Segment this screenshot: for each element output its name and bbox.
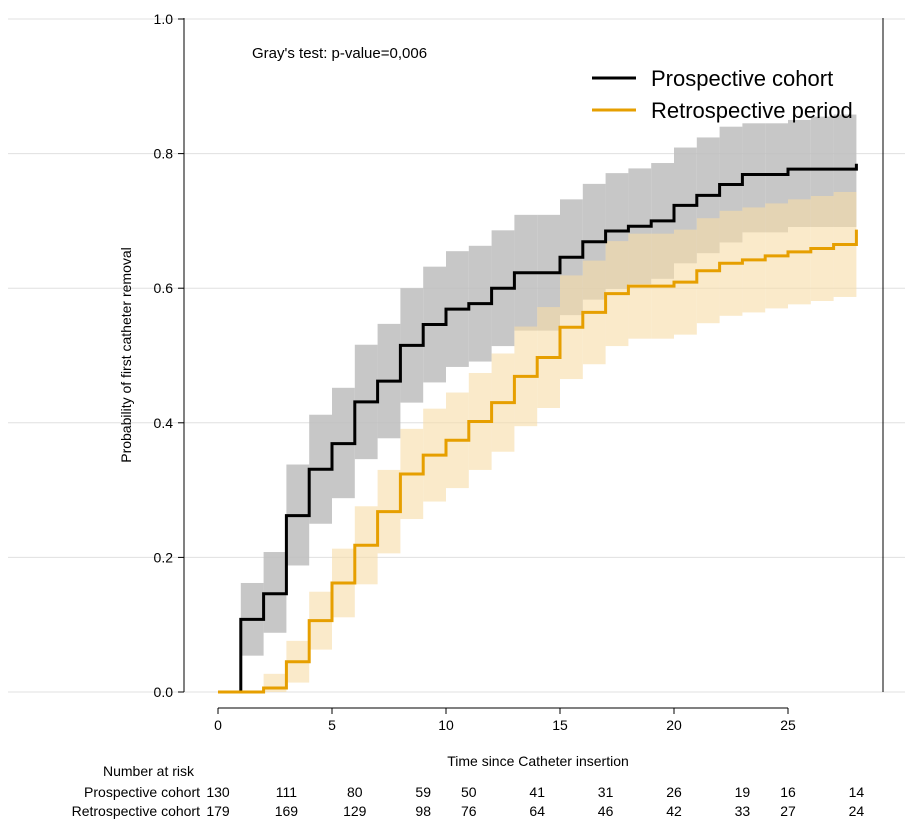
risk-count-prospective: 26 xyxy=(666,784,682,800)
risk-count-prospective: 14 xyxy=(849,784,865,800)
risk-count-retrospective: 46 xyxy=(598,803,614,819)
ci-band-prospective xyxy=(742,123,766,233)
x-tick-label: 0 xyxy=(214,717,222,733)
legend-label-retrospective: Retrospective period xyxy=(651,98,853,123)
x-tick-label: 20 xyxy=(666,717,682,733)
step-lines xyxy=(218,163,858,694)
risk-count-prospective: 16 xyxy=(780,784,796,800)
risk-count-prospective: 80 xyxy=(347,784,363,800)
risk-row-label-prospective: Prospective cohort xyxy=(84,784,200,800)
risk-count-prospective: 50 xyxy=(461,784,477,800)
x-ticks: 0 5 10 15 20 25 xyxy=(214,708,796,733)
y-axis-label: Probability of first catheter removal xyxy=(118,247,134,463)
step-line-prospective xyxy=(218,163,858,694)
legend: Prospective cohort Retrospective period xyxy=(592,66,853,123)
risk-table-header: Number at risk xyxy=(103,763,195,779)
x-tick-label: 25 xyxy=(780,717,796,733)
y-tick-label: 0.4 xyxy=(154,415,174,431)
risk-count-prospective: 111 xyxy=(276,784,297,800)
risk-count-prospective: 31 xyxy=(598,784,614,800)
x-tick-label: 5 xyxy=(328,717,336,733)
risk-count-retrospective: 179 xyxy=(206,803,230,819)
risk-counts: 130 111 80 59 50 41 31 26 19 16 14 179 169 129 98 76 64 4… xyxy=(206,784,864,819)
y-ticks: 0.0 0.2 0.4 0.6 0.8 1.0 xyxy=(154,11,184,700)
axes xyxy=(183,18,884,709)
risk-count-retrospective: 76 xyxy=(461,803,477,819)
step-line-retrospective xyxy=(218,229,858,694)
risk-count-prospective: 41 xyxy=(529,784,545,800)
risk-count-prospective: 59 xyxy=(415,784,431,800)
y-tick-label: 1.0 xyxy=(154,11,174,27)
risk-count-retrospective: 42 xyxy=(666,803,682,819)
risk-count-retrospective: 33 xyxy=(735,803,751,819)
x-tick-label: 15 xyxy=(552,717,568,733)
risk-count-retrospective: 169 xyxy=(275,803,299,819)
x-tick-label: 10 xyxy=(438,717,454,733)
x-axis-label: Time since Catheter insertion xyxy=(447,753,629,769)
risk-count-retrospective: 98 xyxy=(415,803,431,819)
legend-label-prospective: Prospective cohort xyxy=(651,66,833,91)
risk-count-retrospective: 27 xyxy=(780,803,796,819)
risk-count-prospective: 19 xyxy=(735,784,751,800)
y-tick-label: 0.6 xyxy=(154,280,174,296)
risk-count-retrospective: 64 xyxy=(529,803,545,819)
risk-count-retrospective: 129 xyxy=(343,803,367,819)
risk-count-prospective: 130 xyxy=(206,784,230,800)
y-tick-label: 0.2 xyxy=(154,549,174,565)
risk-table: Number at risk Prospective cohort Retros… xyxy=(72,763,865,819)
y-tick-label: 0.0 xyxy=(154,684,174,700)
risk-count-retrospective: 24 xyxy=(849,803,865,819)
y-tick-label: 0.8 xyxy=(154,146,174,162)
risk-row-label-retrospective: Retrospective cohort xyxy=(72,803,201,819)
grays-test-annotation: Gray's test: p-value=0,006 xyxy=(252,45,427,62)
